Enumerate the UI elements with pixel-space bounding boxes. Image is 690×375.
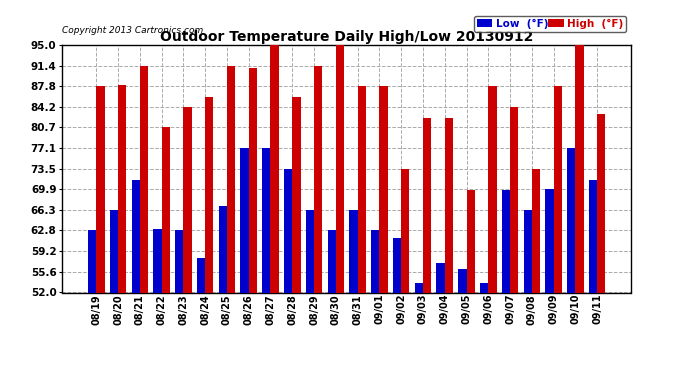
Bar xyxy=(306,210,314,292)
Bar xyxy=(262,148,270,292)
Bar xyxy=(415,283,423,292)
Bar xyxy=(88,230,96,292)
Bar xyxy=(336,45,344,292)
Title: Outdoor Temperature Daily High/Low 20130912: Outdoor Temperature Daily High/Low 20130… xyxy=(160,30,533,44)
Bar xyxy=(437,262,445,292)
Bar xyxy=(175,230,184,292)
Bar xyxy=(489,87,497,292)
Bar xyxy=(118,85,126,292)
Bar xyxy=(205,97,213,292)
Bar xyxy=(589,180,598,292)
Bar xyxy=(401,169,409,292)
Bar xyxy=(248,68,257,292)
Bar xyxy=(466,190,475,292)
Bar xyxy=(575,45,584,292)
Bar xyxy=(328,230,336,292)
Bar xyxy=(458,270,466,292)
Bar xyxy=(445,117,453,292)
Bar xyxy=(197,258,205,292)
Bar xyxy=(349,210,357,292)
Bar xyxy=(545,189,553,292)
Bar xyxy=(380,87,388,292)
Bar xyxy=(293,97,301,292)
Legend: Low  (°F), High  (°F): Low (°F), High (°F) xyxy=(473,15,626,32)
Bar xyxy=(153,229,161,292)
Bar xyxy=(480,283,489,292)
Bar xyxy=(423,117,431,292)
Bar xyxy=(553,87,562,292)
Bar xyxy=(598,114,606,292)
Bar xyxy=(132,180,140,292)
Bar xyxy=(227,66,235,292)
Bar xyxy=(284,169,293,292)
Bar xyxy=(161,127,170,292)
Bar xyxy=(240,148,248,292)
Bar xyxy=(140,66,148,292)
Bar xyxy=(502,190,510,292)
Bar xyxy=(96,87,104,292)
Bar xyxy=(532,169,540,292)
Bar xyxy=(357,87,366,292)
Bar xyxy=(314,66,322,292)
Bar xyxy=(184,107,192,292)
Bar xyxy=(393,238,401,292)
Text: Copyright 2013 Cartronics.com: Copyright 2013 Cartronics.com xyxy=(62,26,204,35)
Bar xyxy=(567,148,575,292)
Bar xyxy=(524,210,532,292)
Bar xyxy=(510,107,518,292)
Bar xyxy=(219,206,227,292)
Bar xyxy=(270,45,279,292)
Bar xyxy=(371,230,380,292)
Bar xyxy=(110,210,118,292)
